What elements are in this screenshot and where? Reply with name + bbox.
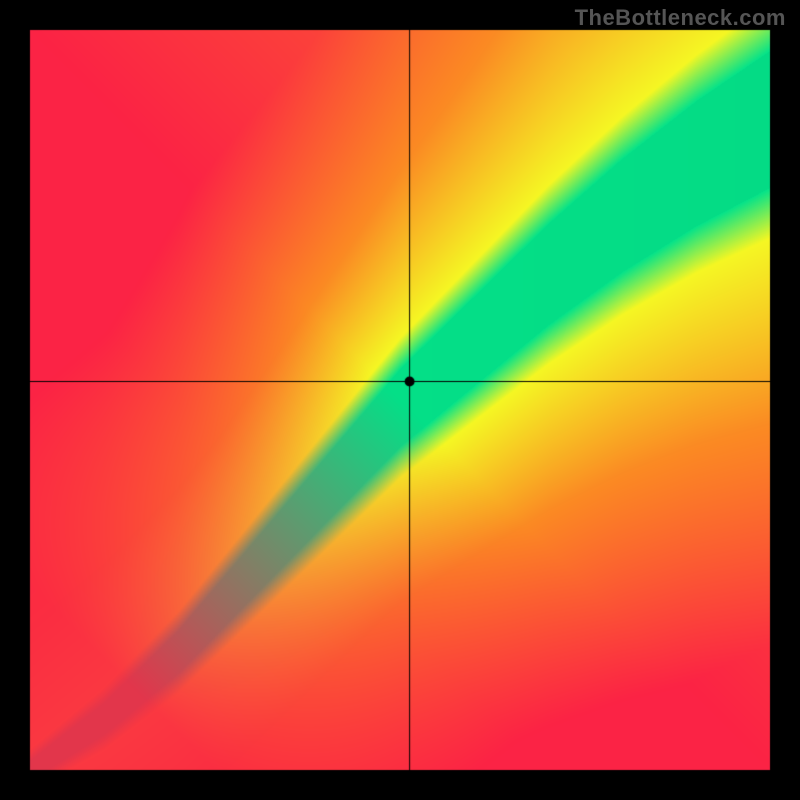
- chart-container: TheBottleneck.com: [0, 0, 800, 800]
- watermark-text: TheBottleneck.com: [575, 5, 786, 31]
- bottleneck-heatmap: [0, 0, 800, 800]
